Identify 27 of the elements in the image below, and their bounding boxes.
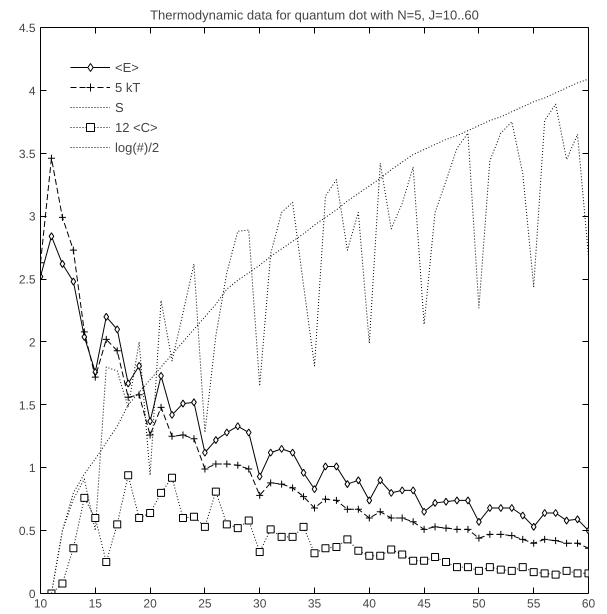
y-tick-label: 1.5 (18, 398, 36, 412)
legend-label: 12 <C> (115, 120, 158, 134)
y-tick-label: 4 (28, 84, 36, 98)
y-tick-label: 0.5 (18, 524, 36, 538)
y-tick-label: 3 (28, 210, 36, 224)
y-tick-label: 2 (28, 335, 36, 350)
x-tick-label: 30 (253, 596, 267, 610)
y-tick-label: 3.5 (18, 146, 36, 161)
legend-label: log(#)/2 (115, 140, 160, 154)
y-tick-label: 0 (28, 587, 36, 601)
x-tick-label: 20 (143, 596, 158, 610)
y-tick-label: 1 (28, 461, 36, 476)
legend-label: S (115, 100, 125, 114)
x-tick-label: 40 (362, 596, 376, 610)
x-tick-label: 50 (472, 596, 486, 610)
chart-title: Thermodynamic data for quantum dot with N=5, J=10..60 (150, 8, 479, 22)
x-tick-label: 35 (308, 596, 322, 610)
x-tick-label: 10 (34, 596, 48, 610)
x-tick-label: 55 (527, 596, 541, 610)
x-tick-label: 45 (417, 596, 432, 610)
legend-label: 5 kT (115, 80, 140, 94)
x-tick-label: 15 (88, 596, 102, 610)
x-tick-label: 25 (198, 596, 212, 610)
legend-label: <E> (115, 60, 139, 74)
y-tick-label: 2.5 (18, 272, 36, 287)
x-tick-label: 60 (582, 596, 596, 610)
y-tick-label: 4.5 (18, 21, 36, 35)
